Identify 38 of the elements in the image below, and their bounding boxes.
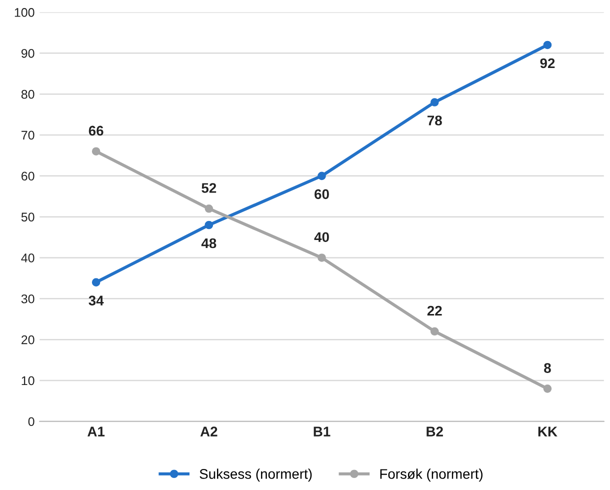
point — [92, 147, 100, 156]
data-label: 60 — [314, 189, 329, 200]
point — [204, 204, 214, 213]
data-label: 78 — [428, 116, 442, 126]
y-tick-label: 100 — [14, 8, 34, 17]
data-label: 52 — [202, 183, 216, 193]
data-label: 8 — [544, 363, 551, 373]
x-tick-label: A1 — [88, 426, 105, 436]
x-tick-label: A2 — [200, 426, 218, 436]
y-tick-label: 50 — [21, 212, 34, 222]
x-tick-label: KK — [538, 426, 558, 436]
data-label: 48 — [201, 238, 216, 248]
y-tick-label: 40 — [21, 254, 34, 262]
x-tick-label: B2 — [426, 426, 443, 436]
y-tick-label: 0 — [28, 417, 34, 426]
data-label: 34 — [88, 296, 104, 306]
y-tick-label: 30 — [21, 294, 34, 304]
point — [543, 40, 552, 50]
data-label: 40 — [314, 232, 329, 242]
point — [92, 278, 100, 286]
y-tick-label: 80 — [21, 90, 34, 99]
data-label: 92 — [540, 58, 555, 68]
point — [543, 384, 552, 393]
point — [430, 98, 439, 106]
data-label: 22 — [427, 306, 442, 316]
point — [430, 327, 439, 336]
y-tick-label: 90 — [21, 48, 34, 58]
point — [204, 220, 214, 230]
legend-label: Forsøk (normert) — [380, 468, 482, 482]
y-tick-label: 70 — [22, 130, 34, 140]
y-tick-label: 10 — [22, 376, 34, 386]
y-tick-label: 20 — [22, 335, 34, 344]
point — [318, 172, 326, 180]
x-tick-label: B1 — [314, 426, 330, 436]
y-tick-label: 60 — [22, 172, 34, 181]
point — [318, 254, 326, 262]
data-label: 66 — [88, 126, 104, 136]
legend-label: Suksess (normert) — [200, 468, 312, 482]
